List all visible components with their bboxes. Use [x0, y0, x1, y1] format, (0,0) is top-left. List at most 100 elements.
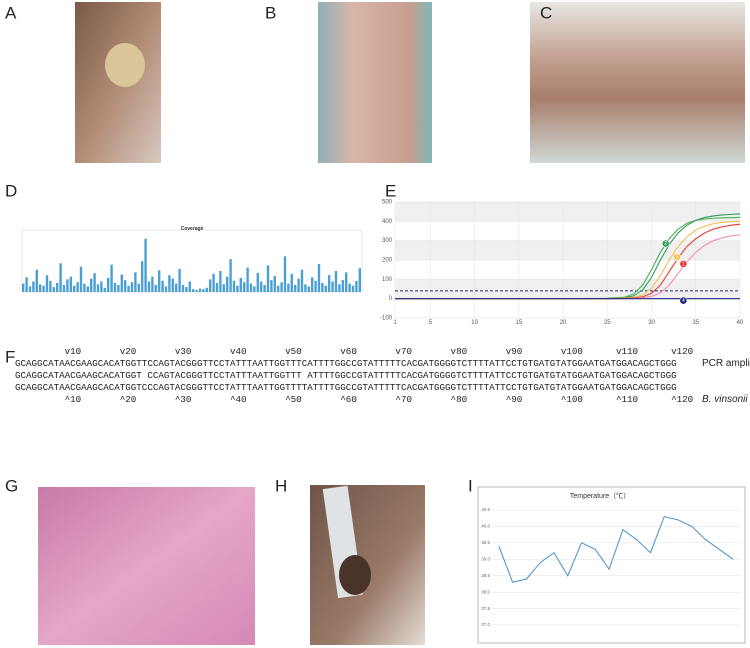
x-tick-label: 25 [604, 320, 611, 326]
bar [86, 286, 89, 292]
grid-band [395, 202, 740, 222]
panel-label: I [468, 476, 473, 495]
bar [79, 266, 83, 292]
y-tick-label: 37.5 [481, 606, 490, 611]
x-tick-label: 5 [429, 320, 433, 326]
y-tick-label: 300 [382, 238, 393, 244]
bar [192, 289, 195, 292]
bar [270, 280, 273, 292]
bar [56, 282, 59, 292]
y-tick-label: 400 [382, 219, 393, 225]
bar [246, 267, 249, 292]
bar [317, 264, 321, 292]
bar [168, 275, 171, 292]
bar [76, 282, 79, 292]
bar [130, 282, 134, 292]
bar [311, 277, 314, 292]
bar [287, 283, 290, 292]
bar [215, 282, 219, 292]
bar [355, 280, 358, 292]
bar [113, 282, 117, 292]
bar [124, 280, 127, 292]
bar [158, 270, 161, 292]
bar [331, 281, 334, 292]
panel-label: D [5, 181, 17, 200]
bar [294, 285, 297, 292]
bar [249, 283, 253, 292]
x-tick-label: 10 [471, 320, 478, 326]
bar [188, 281, 191, 292]
photos [38, 2, 745, 645]
grid-band [395, 279, 740, 299]
panel-label: G [5, 476, 18, 495]
bar [226, 276, 229, 292]
bar [236, 285, 239, 292]
bar [243, 282, 246, 292]
bar [256, 273, 259, 292]
bar [229, 259, 232, 292]
bar [49, 280, 52, 292]
bar [260, 281, 263, 292]
bar [280, 282, 283, 292]
bar [147, 281, 151, 292]
y-tick-label: 200 [382, 258, 393, 264]
bar [164, 286, 168, 292]
bar [59, 263, 62, 292]
bar [45, 275, 49, 292]
marker-label: 4 [682, 298, 685, 304]
marker-label: 3 [676, 255, 679, 261]
bar [100, 281, 103, 292]
bar [290, 273, 293, 292]
panel-label: B [265, 3, 276, 22]
x-tick-label: 20 [560, 320, 567, 326]
bar [212, 273, 215, 292]
bar [263, 285, 266, 292]
bar [154, 285, 157, 292]
x-tick-label: 1 [393, 320, 397, 326]
bar [151, 276, 154, 292]
marker [661, 239, 670, 248]
bar [345, 272, 348, 292]
bar [219, 271, 222, 292]
marker [679, 296, 688, 305]
y-tick-label: 0 [389, 296, 393, 302]
y-tick-label: 40.5 [481, 507, 490, 512]
bar [277, 285, 280, 292]
bar [69, 276, 72, 292]
bar [338, 284, 341, 292]
bar [171, 278, 174, 292]
bar [103, 287, 106, 292]
bar [209, 279, 212, 292]
marker [679, 259, 688, 268]
bar [22, 283, 25, 292]
bar [239, 278, 242, 292]
bar [195, 289, 198, 292]
sequence: GCAGGCATAACGAAGCACATGGTTCCAGTACGGGTTCCTA… [15, 358, 677, 369]
lesion [339, 555, 371, 595]
y-tick-label: 500 [382, 200, 393, 206]
y-tick-label: 100 [382, 277, 393, 283]
bar [253, 286, 256, 292]
bar [28, 286, 32, 292]
bar [96, 284, 100, 292]
ruler: ^10 ^20 ^30 ^40 ^50 ^60 ^70 ^80 ^90 ^100… [15, 394, 693, 405]
bar [283, 256, 287, 292]
bar [321, 282, 324, 292]
panel-label: C [540, 3, 552, 22]
bar [117, 285, 120, 292]
photo [530, 2, 745, 163]
grid-band [395, 240, 740, 260]
sequence: GCAGGCATAACGAAGCACATGGT CCAGTACGGGTTCCTA… [15, 370, 677, 381]
bar [348, 283, 351, 292]
bar [358, 268, 361, 292]
bar [304, 284, 307, 292]
bar [62, 285, 66, 292]
panel-label: F [5, 347, 15, 366]
bar [232, 280, 236, 292]
panel-label: H [275, 476, 287, 495]
sequence: GCAGGCATAACGAAGCACATGGTCCCAGTACGGGTTCCTA… [15, 382, 677, 393]
row-label: PCR amplicon [702, 358, 750, 369]
bar [273, 275, 276, 292]
y-tick-label: 38.0 [481, 589, 490, 594]
